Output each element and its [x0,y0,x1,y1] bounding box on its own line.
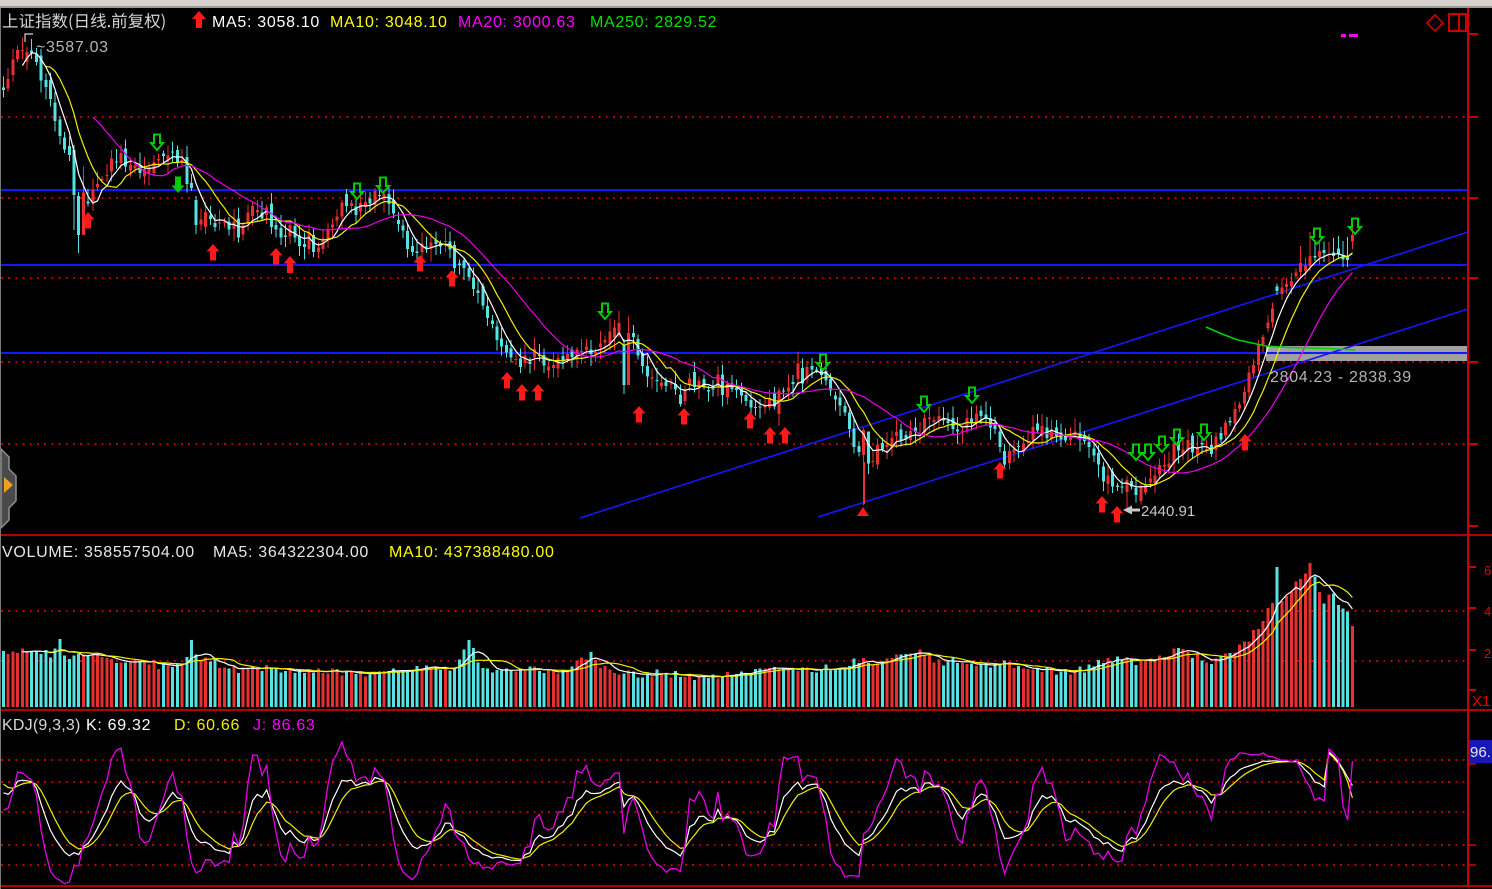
svg-text:2804.23 - 2838.39: 2804.23 - 2838.39 [1270,369,1412,386]
svg-text:X1: X1 [1472,693,1490,710]
svg-text:K: 69.32: K: 69.32 [86,717,151,734]
svg-text:MA10: 3048.10: MA10: 3048.10 [330,14,448,31]
svg-text:~3587.03: ~3587.03 [36,39,109,56]
svg-text:MA20: 3000.63: MA20: 3000.63 [458,14,576,31]
svg-text:2: 2 [1484,646,1491,661]
svg-text:6: 6 [1484,563,1491,578]
svg-text:MA5: 3058.10: MA5: 3058.10 [212,14,320,31]
svg-text:MA250: 2829.52: MA250: 2829.52 [590,14,717,31]
svg-text:96.: 96. [1470,744,1491,761]
svg-text:KDJ(9,3,3): KDJ(9,3,3) [2,717,80,734]
svg-text:J: 86.63: J: 86.63 [253,717,316,734]
svg-text:MA10: 437388480.00: MA10: 437388480.00 [389,544,555,561]
svg-text:D: 60.66: D: 60.66 [174,717,240,734]
svg-text:2440.91: 2440.91 [1141,503,1195,520]
svg-text:4: 4 [1484,604,1491,619]
svg-text:VOLUME: 358557504.00: VOLUME: 358557504.00 [2,544,195,561]
svg-text:MA5: 364322304.00: MA5: 364322304.00 [213,544,369,561]
